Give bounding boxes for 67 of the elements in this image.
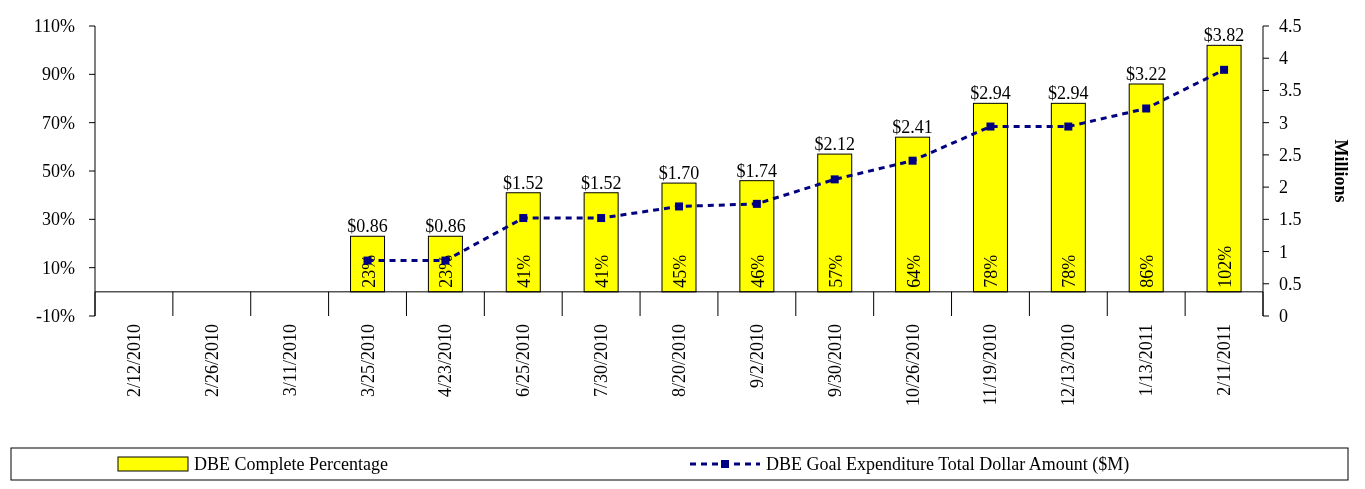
data-label: 46%	[747, 254, 768, 288]
data-label: $1.74	[736, 160, 778, 181]
y2-tick-label: 2	[1279, 177, 1288, 198]
x-tick-label: 3/11/2010	[279, 324, 300, 397]
data-label: $2.41	[892, 117, 933, 138]
point	[597, 214, 606, 223]
y-tick-label: 90%	[42, 64, 75, 85]
data-label: $1.70	[658, 163, 700, 184]
y2-tick-label: 2.5	[1279, 144, 1302, 165]
data-label: 78%	[1059, 254, 1080, 288]
x-tick-label: 6/25/2010	[513, 324, 534, 398]
legend-label: DBE Complete Percentage	[194, 454, 388, 474]
data-label: $3.82	[1203, 25, 1245, 46]
y2-tick-label: 1.5	[1279, 209, 1302, 230]
x-tick-label: 1/13/2011	[1136, 324, 1157, 397]
point	[908, 156, 917, 165]
point	[519, 214, 528, 223]
data-label: $3.22	[1125, 64, 1167, 84]
x-tick-label: 12/13/2010	[1058, 324, 1079, 407]
x-tick-label: 9/2/2010	[746, 324, 767, 389]
data-label: 78%	[981, 254, 1002, 288]
y-tick-label: 110%	[33, 16, 75, 36]
point	[986, 122, 995, 131]
data-label: $1.52	[503, 172, 544, 193]
data-label: 45%	[670, 254, 690, 288]
y2-tick-label: 0.5	[1279, 273, 1302, 294]
y-tick-label: -10%	[36, 306, 75, 326]
x-tick-label: 3/25/2010	[357, 324, 378, 398]
y2-tick-label: 0	[1279, 306, 1288, 326]
point	[752, 199, 761, 208]
data-label: 64%	[903, 254, 924, 288]
y2-tick-label: 1	[1279, 241, 1288, 262]
y2-tick-label: 3	[1279, 112, 1288, 133]
data-label: $2.94	[1048, 83, 1089, 104]
y2-tick-label: 4.5	[1279, 16, 1302, 36]
data-label: $2.94	[970, 83, 1011, 104]
y-tick-label: 70%	[42, 112, 75, 133]
y-tick-label: 10%	[42, 257, 75, 278]
y-tick-label: 30%	[42, 209, 75, 230]
legend-label: DBE Goal Expenditure Total Dollar Amount ($M)	[766, 454, 1130, 475]
y2-tick-label: 3.5	[1279, 80, 1302, 101]
x-tick-label: 8/20/2010	[669, 324, 689, 398]
data-label: 102%	[1215, 245, 1236, 288]
data-label: $0.86	[425, 216, 466, 237]
x-tick-label: 2/11/2011	[1214, 324, 1235, 396]
x-tick-label: 10/26/2010	[902, 324, 923, 407]
y-tick-label: 50%	[42, 161, 75, 181]
point	[1220, 65, 1229, 74]
data-label: 41%	[592, 254, 613, 288]
x-tick-label: 2/12/2010	[123, 324, 144, 398]
x-tick-label: 9/30/2010	[824, 324, 845, 398]
x-tick-label: 11/19/2010	[980, 324, 1001, 406]
point	[830, 175, 839, 184]
x-tick-label: 4/23/2010	[435, 324, 456, 398]
data-label: 57%	[825, 254, 846, 288]
data-label: $2.12	[814, 134, 855, 155]
point	[675, 202, 683, 211]
data-label: $0.86	[347, 216, 388, 237]
point	[1064, 122, 1073, 131]
y2-axis-title: Millions	[1331, 139, 1351, 203]
point	[1142, 104, 1151, 113]
data-label: 86%	[1137, 254, 1158, 288]
y2-tick-label: 4	[1279, 48, 1288, 69]
data-label: 41%	[514, 254, 535, 288]
data-label: $1.52	[580, 172, 622, 193]
x-tick-label: 7/30/2010	[591, 324, 612, 398]
x-tick-label: 2/26/2010	[201, 324, 222, 398]
